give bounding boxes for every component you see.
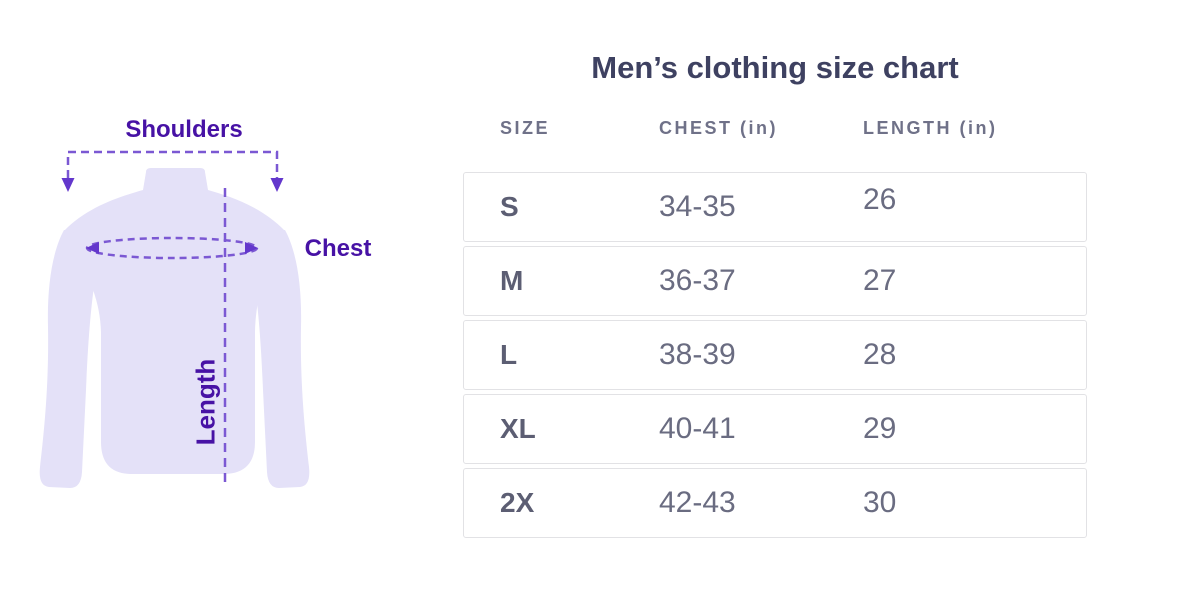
size-cell: XL bbox=[500, 413, 536, 444]
shoulders-left-arrow-icon bbox=[61, 178, 75, 192]
page-title: Men’s clothing size chart bbox=[591, 50, 959, 85]
shoulders-right-arrow-icon bbox=[270, 178, 284, 192]
length-cell: 27 bbox=[863, 264, 897, 297]
length-cell: 30 bbox=[863, 486, 897, 519]
size-cell: 2X bbox=[500, 487, 535, 518]
shoulders-measure-bracket bbox=[66, 150, 279, 178]
chest-cell: 34-35 bbox=[659, 190, 736, 223]
shirt-right-sleeve-shape bbox=[251, 230, 310, 488]
size-cell: L bbox=[500, 339, 518, 370]
length-label: Length bbox=[190, 358, 221, 446]
size-cell: S bbox=[500, 191, 519, 222]
table-row-m: M 36-37 27 bbox=[463, 246, 1087, 316]
table-row-s: S 34-35 26 bbox=[463, 172, 1087, 242]
shoulders-label: Shoulders bbox=[125, 116, 243, 143]
table-row-l: L 38-39 28 bbox=[463, 320, 1087, 390]
size-chart-panel: Men’s clothing size chart SIZE CHEST (in… bbox=[463, 0, 1087, 602]
chest-cell: 42-43 bbox=[659, 486, 736, 519]
size-table: S 34-35 26 M 36-37 27 L 38-39 28 XL 40-4… bbox=[463, 172, 1087, 542]
shirt-body-shape bbox=[64, 168, 285, 474]
length-cell: 28 bbox=[863, 338, 897, 371]
chest-cell: 40-41 bbox=[659, 412, 736, 445]
chest-cell: 36-37 bbox=[659, 264, 736, 297]
shirt-illustration: Shoulders Chest Length bbox=[0, 0, 430, 602]
length-cell: 29 bbox=[863, 412, 897, 445]
size-cell: M bbox=[500, 265, 524, 296]
chest-label: Chest bbox=[304, 235, 372, 262]
chest-right-arrow-icon bbox=[245, 242, 258, 254]
table-header: SIZE CHEST (in) LENGTH (in) bbox=[463, 118, 1087, 140]
table-row-xl: XL 40-41 29 bbox=[463, 394, 1087, 464]
table-row-2x: 2X 42-43 30 bbox=[463, 468, 1087, 538]
chest-left-arrow-icon bbox=[86, 242, 99, 254]
chest-cell: 38-39 bbox=[659, 338, 736, 371]
column-header-size: SIZE bbox=[500, 118, 551, 138]
shirt-graphic bbox=[39, 150, 310, 488]
length-cell: 26 bbox=[863, 183, 897, 216]
column-header-length: LENGTH (in) bbox=[863, 118, 998, 138]
column-header-chest: CHEST (in) bbox=[659, 118, 778, 138]
shirt-left-sleeve-shape bbox=[39, 230, 98, 488]
